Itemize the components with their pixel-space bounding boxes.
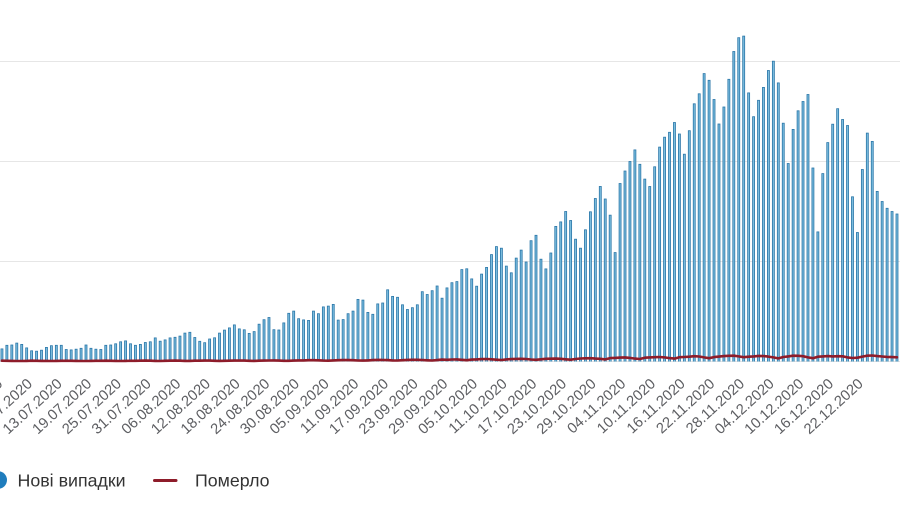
- svg-text:Нові випадки: Нові випадки: [18, 471, 126, 491]
- svg-text:Померло: Померло: [195, 471, 270, 491]
